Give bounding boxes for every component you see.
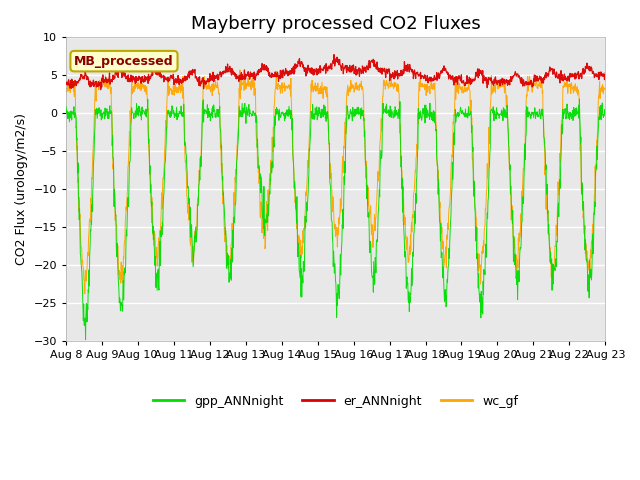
Title: Mayberry processed CO2 Fluxes: Mayberry processed CO2 Fluxes bbox=[191, 15, 481, 33]
Y-axis label: CO2 Flux (urology/m2/s): CO2 Flux (urology/m2/s) bbox=[15, 113, 28, 265]
Text: MB_processed: MB_processed bbox=[74, 55, 174, 68]
Legend: gpp_ANNnight, er_ANNnight, wc_gf: gpp_ANNnight, er_ANNnight, wc_gf bbox=[148, 390, 524, 412]
